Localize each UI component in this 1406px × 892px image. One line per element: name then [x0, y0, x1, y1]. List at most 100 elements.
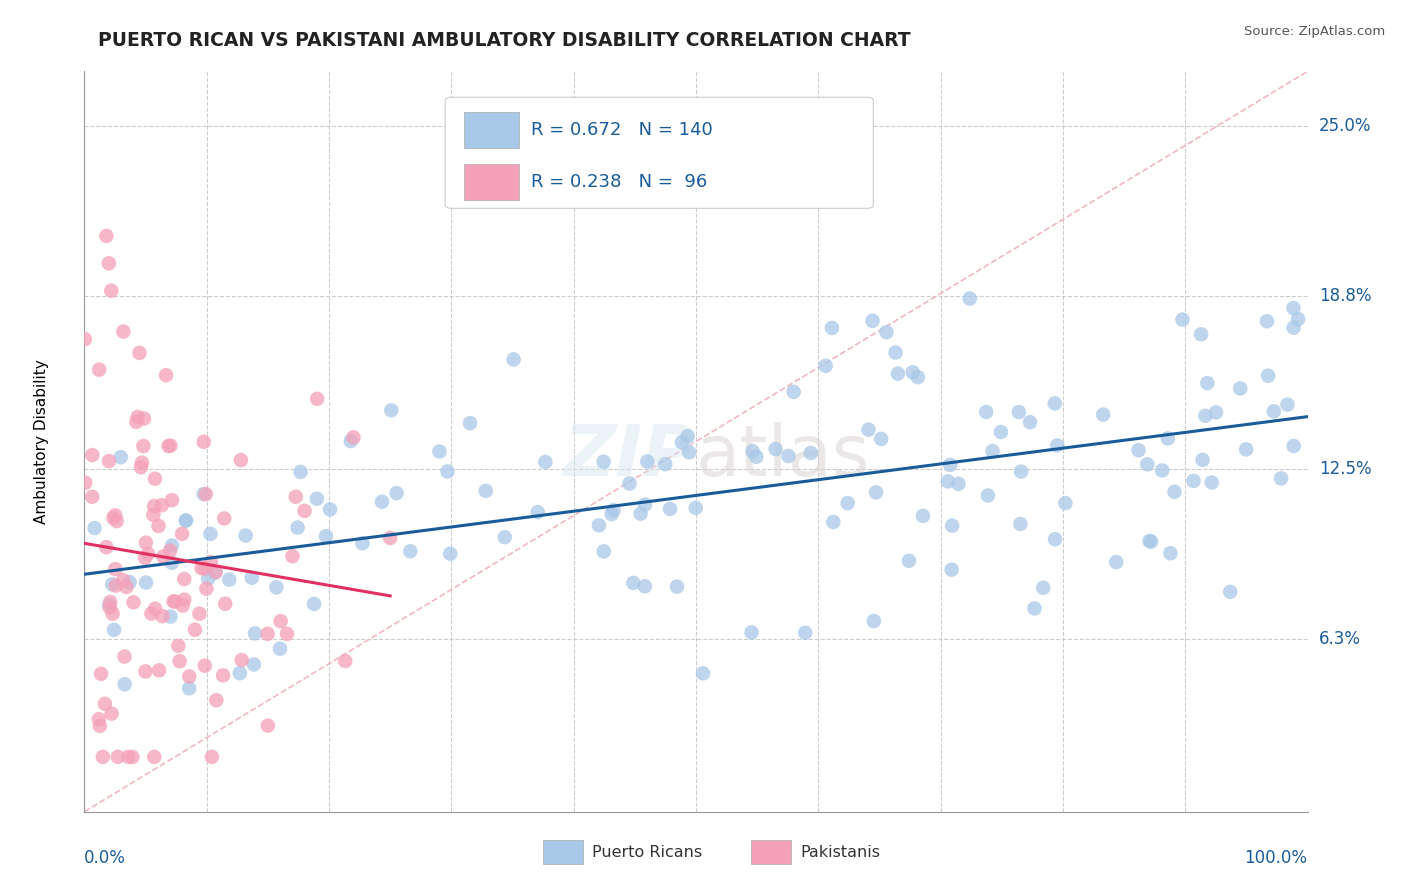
Point [169, 654, 191, 668]
Point [174, 513, 197, 527]
Point [193, 561, 215, 575]
Point [315, 529, 337, 543]
Point [87, 712, 110, 726]
Point [458, 416, 481, 430]
Point [276, 627, 298, 641]
FancyBboxPatch shape [543, 840, 583, 863]
Point [305, 491, 328, 506]
Point [1043, 396, 1066, 410]
Point [125, 415, 148, 429]
Point [436, 465, 458, 479]
Text: PUERTO RICAN VS PAKISTANI AMBULATORY DISABILITY CORRELATION CHART: PUERTO RICAN VS PAKISTANI AMBULATORY DIS… [98, 31, 911, 50]
Point [163, 594, 186, 608]
Point [143, 499, 166, 513]
Point [814, 359, 837, 373]
Point [83, 521, 105, 535]
Point [114, 649, 136, 664]
Point [110, 450, 132, 465]
Point [160, 539, 183, 553]
Point [179, 669, 201, 683]
Point [1191, 453, 1213, 467]
Point [474, 483, 496, 498]
Point [159, 439, 181, 453]
Point [100, 284, 122, 298]
Point [184, 623, 207, 637]
Point [97, 454, 120, 468]
Point [89, 719, 111, 733]
Point [981, 444, 1004, 458]
Point [82, 448, 104, 462]
Point [823, 515, 845, 529]
Point [659, 502, 682, 516]
Point [143, 601, 166, 615]
Point [143, 472, 166, 486]
Point [526, 505, 548, 519]
FancyBboxPatch shape [751, 840, 792, 863]
Point [143, 750, 166, 764]
Point [141, 607, 163, 621]
Point [977, 488, 1000, 502]
Point [342, 430, 364, 444]
Point [800, 446, 823, 460]
Point [190, 561, 212, 575]
Point [429, 444, 451, 458]
Point [132, 411, 155, 425]
Point [1140, 534, 1163, 549]
Point [1159, 546, 1181, 560]
Point [654, 457, 676, 471]
Point [112, 325, 135, 339]
Point [1234, 442, 1257, 457]
Point [75, 475, 97, 490]
Point [204, 566, 226, 580]
Point [1282, 439, 1305, 453]
Point [136, 547, 159, 561]
Point [621, 576, 644, 591]
Point [101, 577, 124, 591]
Point [1229, 381, 1251, 395]
Point [114, 677, 136, 691]
Point [592, 544, 614, 558]
Point [1024, 601, 1046, 615]
Point [602, 503, 624, 517]
Point [131, 456, 153, 470]
Point [380, 403, 402, 417]
Point [159, 543, 181, 558]
Point [974, 405, 997, 419]
Point [1105, 555, 1128, 569]
Point [159, 609, 181, 624]
Point [1010, 516, 1032, 531]
Point [634, 498, 657, 512]
Point [439, 547, 461, 561]
Point [229, 666, 252, 681]
Text: R = 0.238   N =  96: R = 0.238 N = 96 [531, 173, 707, 191]
Point [678, 445, 700, 459]
Point [941, 518, 963, 533]
Point [290, 465, 312, 479]
Text: 0.0%: 0.0% [84, 849, 127, 867]
Point [939, 458, 962, 472]
Point [1010, 465, 1032, 479]
Point [1189, 327, 1212, 342]
Point [588, 518, 610, 533]
Point [104, 508, 127, 523]
Point [1197, 376, 1219, 391]
Point [91, 750, 114, 764]
Point [89, 362, 111, 376]
Point [534, 455, 557, 469]
Point [794, 625, 817, 640]
Point [98, 595, 121, 609]
Point [117, 750, 139, 764]
Text: Ambulatory Disability: Ambulatory Disability [34, 359, 49, 524]
Point [132, 439, 155, 453]
Point [335, 654, 357, 668]
Point [307, 392, 329, 406]
FancyBboxPatch shape [464, 112, 519, 148]
Point [179, 681, 201, 696]
Point [778, 449, 800, 463]
Point [142, 508, 165, 522]
Point [243, 657, 266, 672]
Point [380, 531, 402, 545]
Point [155, 368, 177, 383]
Point [173, 572, 195, 586]
Point [941, 563, 963, 577]
